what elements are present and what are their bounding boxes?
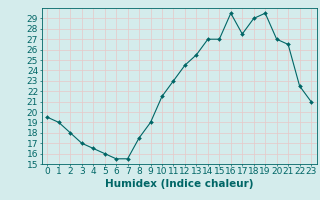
X-axis label: Humidex (Indice chaleur): Humidex (Indice chaleur) (105, 179, 253, 189)
